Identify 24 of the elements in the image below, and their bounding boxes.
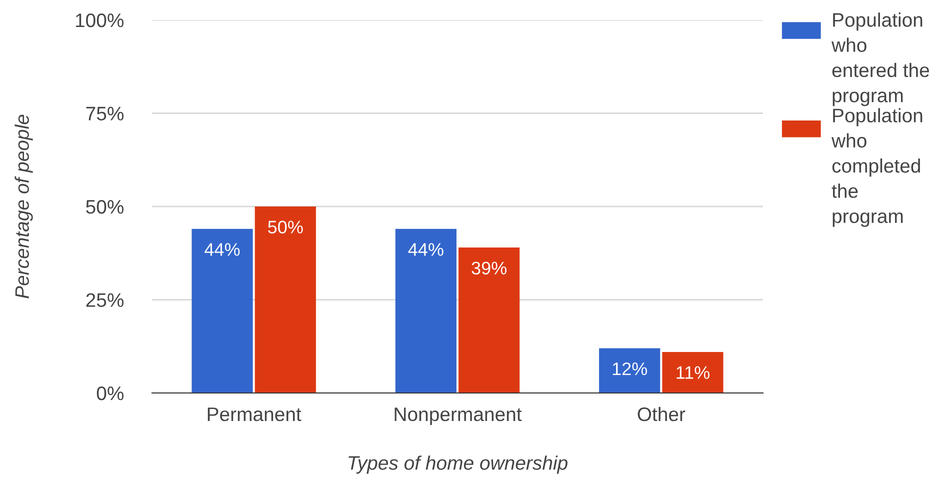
- data-label: 50%: [268, 220, 303, 234]
- data-label: 44%: [408, 243, 444, 256]
- data-label: 11%: [676, 366, 710, 379]
- bar: [599, 348, 660, 393]
- legend-label: Population who entered the program: [831, 12, 930, 106]
- y-tick-label: 50%: [86, 200, 124, 214]
- y-tick-label: 75%: [86, 106, 124, 120]
- bar: [192, 228, 253, 393]
- y-tick-label: 100%: [76, 13, 124, 28]
- x-tick-label: Other: [638, 406, 686, 422]
- legend-label: Population who completed the program: [831, 108, 922, 227]
- x-tick-label: Nonpermanent: [394, 408, 522, 426]
- y-axis-title: Percentage of people: [14, 114, 33, 298]
- data-label: 39%: [472, 262, 506, 275]
- bar: [458, 248, 520, 393]
- data-label: 12%: [612, 362, 648, 376]
- x-tick-label: Permanent: [208, 408, 302, 422]
- bar: [395, 228, 456, 393]
- data-label: 44%: [204, 243, 240, 256]
- x-axis-title: Types of home ownership: [348, 456, 568, 474]
- bar: [254, 206, 316, 393]
- bar: [662, 352, 724, 393]
- y-tick-label: 25%: [86, 293, 124, 307]
- y-tick-label: 0%: [96, 386, 124, 400]
